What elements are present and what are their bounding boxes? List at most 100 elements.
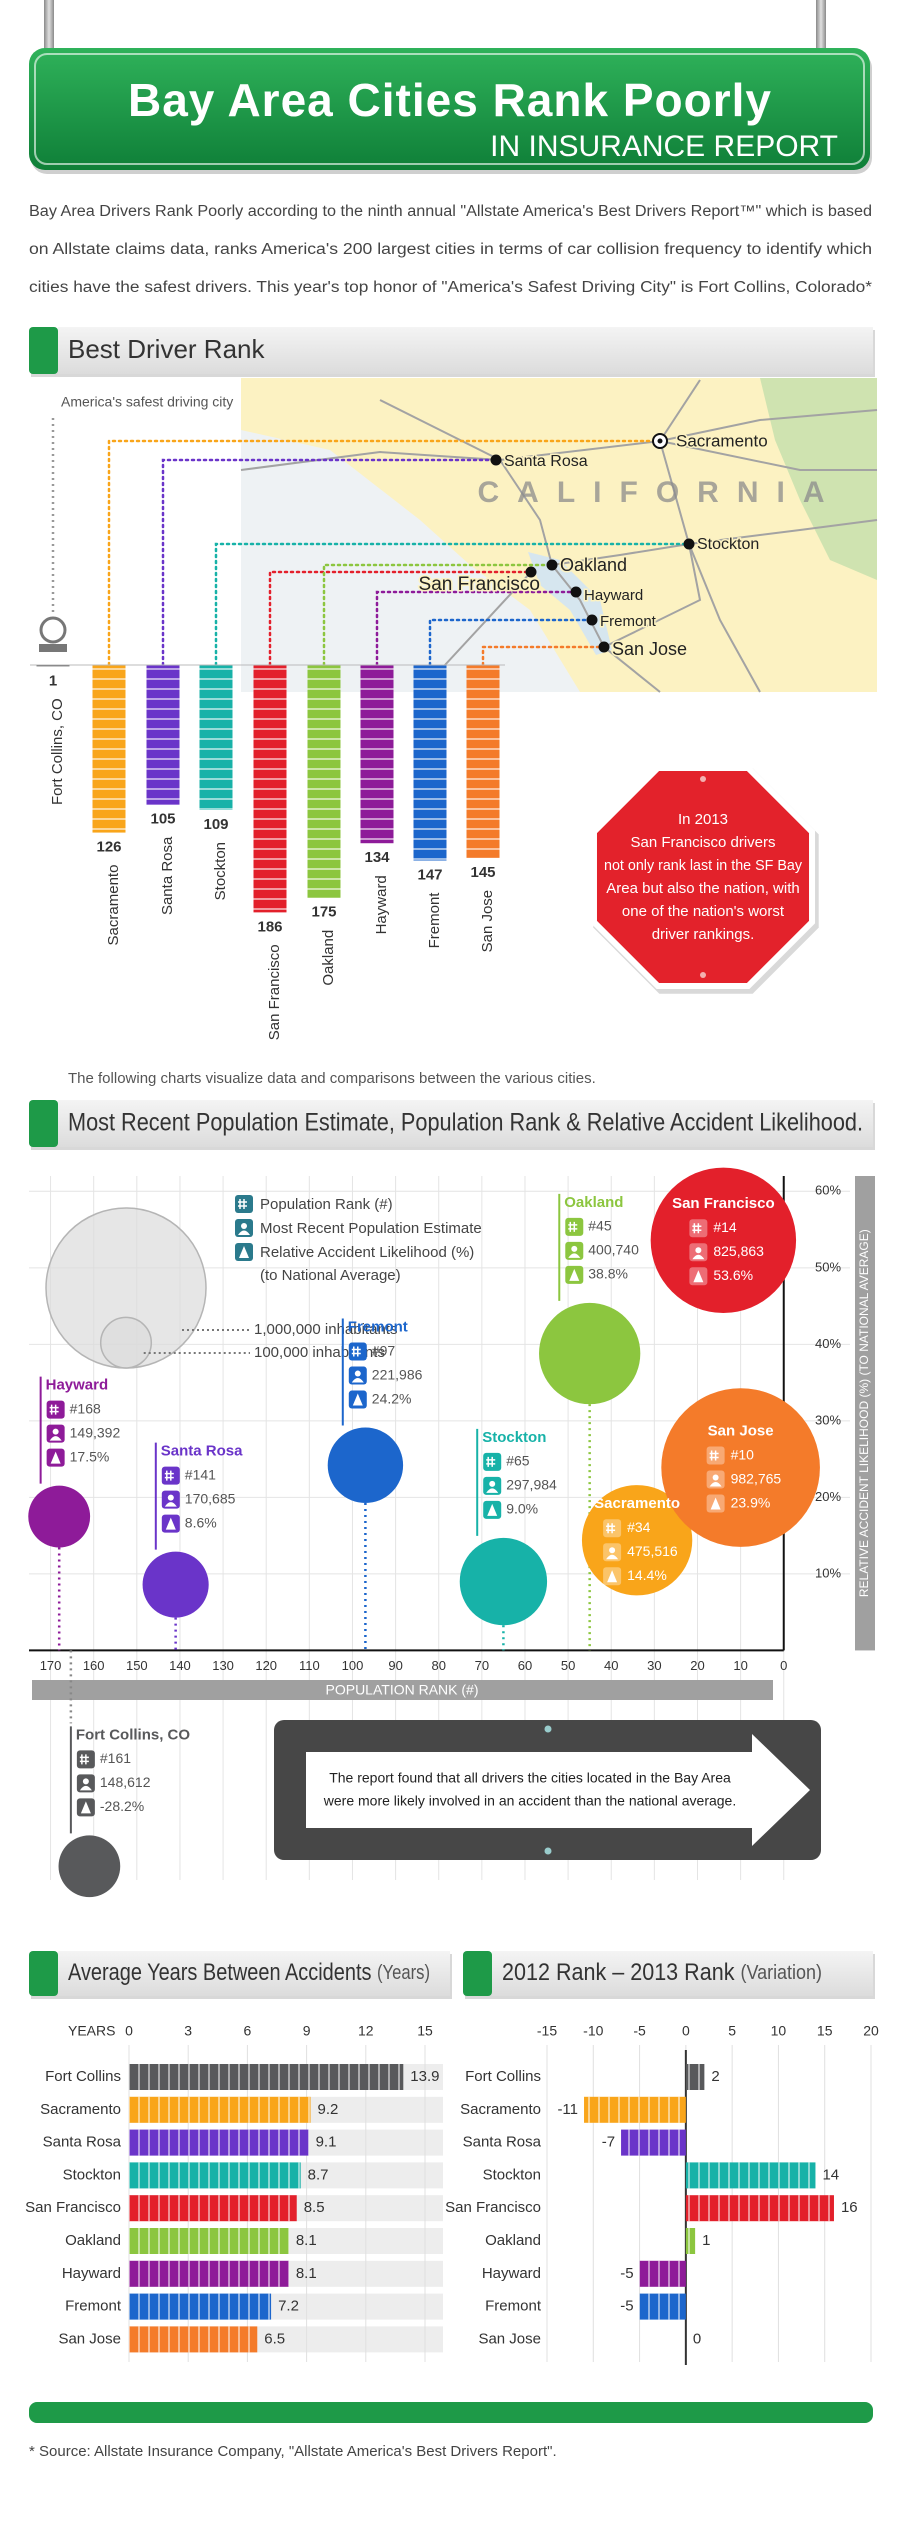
icon [565, 1241, 584, 1260]
x-tick-label: 10 [733, 1658, 747, 1673]
value-label: 13.9 [410, 2068, 439, 2085]
value-label: 186 [257, 918, 282, 935]
value-label: -11 [557, 2101, 578, 2118]
category-label: San Francisco [25, 2199, 121, 2216]
x-tick-label: 10 [771, 2023, 787, 2039]
bar-stripes [413, 665, 447, 861]
icon-glyph [568, 1253, 581, 1258]
value-label: 145 [470, 864, 495, 881]
icon [483, 1500, 502, 1519]
bar-stripes [685, 2162, 816, 2189]
icon-glyph [52, 1428, 59, 1435]
x-tick-label: 3 [184, 2023, 192, 2039]
value-label: 8.1 [296, 2265, 317, 2282]
icon-glyph [165, 1517, 176, 1530]
bubble-detail: -28.2% [100, 1798, 144, 1814]
bubble-detail: #161 [100, 1750, 131, 1766]
icon-glyph [489, 1480, 496, 1487]
bubble-detail: 53.6% [713, 1267, 753, 1283]
icon [689, 1267, 708, 1286]
x-tick-label: 15 [417, 2023, 433, 2039]
legend-label: Relative Accident Likelihood (%) [260, 1244, 474, 1261]
bubble [661, 1388, 820, 1547]
icon [565, 1265, 584, 1284]
city-dot [570, 586, 582, 598]
bar-stripes [685, 2228, 696, 2254]
stop-sign-dot [700, 776, 706, 782]
bar-stripes [685, 2195, 834, 2222]
bar-stripes [129, 2260, 289, 2287]
stop-sign-dot [700, 972, 706, 978]
map-road [240, 409, 878, 471]
title-main: Average Years Between Accidents [68, 1959, 371, 1986]
bubble-name: San Jose [708, 1423, 774, 1440]
city-dot [598, 641, 610, 653]
x-tick-label: 0 [682, 2023, 690, 2039]
icon [603, 1567, 622, 1586]
annotation-line: were more likely involved in an accident… [323, 1793, 736, 1809]
intro-line: Bay Area Drivers Rank Poorly according t… [29, 203, 872, 220]
value-label: 6.5 [264, 2330, 285, 2347]
icon-glyph [692, 1223, 702, 1234]
x-tick-label: 12 [358, 2023, 374, 2039]
category-label: Fort Collins [45, 2068, 121, 2085]
bubble-detail: #14 [713, 1219, 737, 1235]
icon-glyph [606, 1554, 619, 1560]
x-tick-label: 40 [604, 1658, 618, 1673]
bubble-detail: 9.0% [506, 1501, 538, 1517]
city-dot [546, 559, 558, 571]
section-bar [58, 1100, 873, 1147]
category-label: San Jose [58, 2330, 121, 2347]
value-label: 109 [203, 816, 228, 833]
main-title: Bay Area Cities Rank Poorly [128, 74, 772, 126]
icon-glyph [568, 1221, 578, 1232]
bar-stripes [129, 2195, 297, 2222]
icon-glyph [82, 1778, 89, 1785]
callout-line: Area but also the nation, with [606, 880, 799, 897]
bar-stripes [129, 2228, 289, 2254]
category-label: Sacramento [105, 865, 122, 946]
bar-stripes [92, 665, 126, 833]
category-label: Stockton [483, 2166, 541, 2183]
icon-glyph [712, 1474, 719, 1481]
x-tick-label: 5 [728, 2023, 736, 2039]
icon-glyph [486, 1456, 496, 1467]
bar-stripes [253, 665, 287, 913]
x-tick-label: 0 [780, 1658, 787, 1673]
pole [44, 0, 54, 52]
x-tick-label: 130 [212, 1658, 234, 1673]
x-tick-label: 90 [388, 1658, 402, 1673]
bubble-detail: #141 [185, 1466, 216, 1482]
bar-stripes [129, 2129, 309, 2156]
icon-glyph [238, 1230, 250, 1235]
annotation-arrow [306, 1734, 810, 1846]
bar-stripes [129, 2162, 301, 2189]
map-road [603, 543, 702, 648]
icon [603, 1519, 622, 1538]
icon-glyph [354, 1370, 361, 1377]
value-label: 105 [150, 811, 175, 828]
value-label: 14 [822, 2166, 839, 2183]
value-label: 8.1 [296, 2232, 317, 2249]
map-forest [760, 378, 877, 580]
value-label: 134 [364, 849, 390, 866]
section-title: Most Recent Population Estimate, Populat… [68, 1109, 863, 1137]
icon [46, 1448, 65, 1467]
value-label: -5 [620, 2265, 633, 2282]
category-label: San Jose [478, 2330, 541, 2347]
bar-stripes [307, 665, 341, 898]
x-axis-label: POPULATION RANK (#) [326, 1682, 479, 1698]
bubble-detail: 825,863 [713, 1243, 764, 1259]
icon [483, 1476, 502, 1495]
city-dot [683, 538, 695, 550]
callout-line: In 2013 [678, 811, 728, 828]
bubble-detail: 23.9% [731, 1494, 771, 1510]
icon [76, 1774, 95, 1793]
value-label: 9.1 [316, 2134, 337, 2151]
map-road [379, 399, 501, 461]
value-label: 1 [702, 2232, 710, 2249]
x-tick-label: 60 [518, 1658, 532, 1673]
icon [76, 1750, 95, 1769]
map-city-label: San Jose [612, 639, 687, 659]
